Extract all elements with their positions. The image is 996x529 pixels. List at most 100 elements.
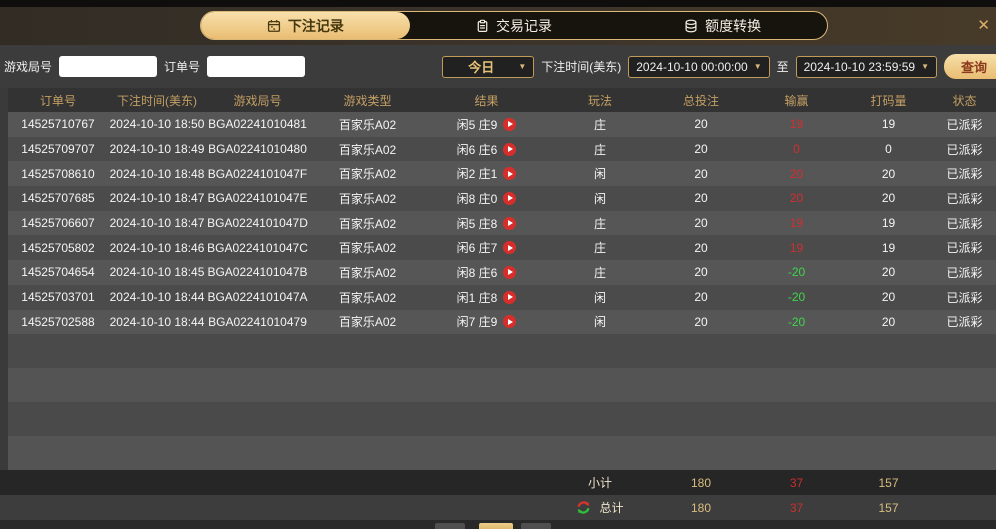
subtotal-win-loss: 37 [789, 475, 804, 490]
cell-turnover: 19 [881, 117, 896, 132]
result-text: 闲1 庄8 [456, 290, 498, 305]
empty-row [0, 334, 996, 369]
play-icon[interactable] [503, 117, 517, 131]
cell-result: 闲6 庄6 [426, 141, 547, 158]
play-icon[interactable] [503, 216, 517, 230]
start-time-select[interactable]: 2024-10-10 00:00:00 ▼ [628, 55, 770, 78]
cell-win-loss: -20 [787, 314, 806, 329]
to-label: 至 [776, 60, 789, 74]
table-row[interactable]: 14525707685 2024-10-10 18:47 BGA02241010… [0, 186, 996, 211]
cell-order-no: 14525708610 [21, 166, 95, 181]
cell-game-type: 百家乐A02 [338, 315, 397, 330]
pagination-button-partial[interactable] [521, 523, 551, 529]
cell-game-round: BGA02241010481 [208, 117, 307, 132]
cell-order-no: 14525705802 [21, 240, 95, 255]
table-body: 14525710767 2024-10-10 18:50 BGA02241010… [0, 112, 996, 470]
cell-win-loss: 0 [793, 142, 800, 157]
cell-total-bet: 20 [694, 314, 708, 329]
tab-transaction-records[interactable]: 交易记录 [410, 12, 619, 39]
cell-result: 闲8 庄6 [426, 264, 547, 281]
table-row[interactable]: 14525705802 2024-10-10 18:46 BGA02241010… [0, 235, 996, 261]
tab-betting-records[interactable]: 下注记录 [201, 12, 410, 39]
result-text: 闲7 庄9 [456, 315, 498, 330]
cell-status: 已派彩 [946, 216, 983, 231]
table-row[interactable]: 14525709707 2024-10-10 18:49 BGA02241010… [0, 136, 996, 162]
cell-result: 闲5 庄9 [426, 116, 547, 133]
cell-game-round: BGA0224101047A [207, 290, 308, 305]
cell-bet-time: 2024-10-10 18:49 [109, 142, 205, 157]
play-icon[interactable] [503, 241, 517, 255]
cell-result: 闲7 庄9 [426, 313, 547, 330]
cell-play: 庄 [593, 241, 606, 256]
filter-right-group: 今日 ▼ 下注时间(美东) 2024-10-10 00:00:00 ▼ 至 20… [442, 54, 996, 79]
result-text: 闲8 庄6 [456, 265, 498, 280]
table-row[interactable]: 14525706607 2024-10-10 18:47 BGA02241010… [0, 210, 996, 236]
cell-order-no: 14525702588 [21, 314, 95, 329]
cell-bet-time: 2024-10-10 18:47 [109, 191, 205, 206]
end-time-select[interactable]: 2024-10-10 23:59:59 ▼ [795, 55, 937, 78]
date-range-select[interactable]: 今日 ▼ [442, 55, 535, 78]
refresh-icon[interactable] [576, 500, 591, 515]
column-header-win-loss: 输赢 [784, 93, 809, 108]
cell-turnover: 20 [881, 314, 896, 329]
cell-play: 庄 [593, 216, 606, 231]
result-text: 闲8 庄0 [456, 191, 498, 206]
empty-row [0, 436, 996, 470]
filter-bar: 游戏局号 订单号 今日 ▼ 下注时间(美东) 2024-10-10 00:00:… [0, 45, 996, 88]
pagination-button-active-partial[interactable] [479, 523, 513, 529]
empty-row [0, 402, 996, 437]
play-icon[interactable] [503, 167, 517, 181]
table-scrollbar-track[interactable] [0, 88, 8, 470]
cell-total-bet: 20 [694, 240, 708, 255]
result-text: 闲6 庄7 [456, 241, 498, 256]
cell-win-loss: 19 [789, 117, 804, 132]
cell-play: 庄 [593, 117, 606, 132]
cell-play: 庄 [593, 142, 606, 157]
cell-order-no: 14525710767 [21, 117, 95, 132]
cell-total-bet: 20 [694, 142, 708, 157]
cell-bet-time: 2024-10-10 18:50 [109, 117, 205, 132]
game-round-input[interactable] [59, 56, 158, 77]
table-row[interactable]: 14525702588 2024-10-10 18:44 BGA02241010… [0, 309, 996, 335]
cell-game-type: 百家乐A02 [338, 216, 397, 231]
subtotal-label: 小计 [587, 476, 612, 490]
cell-status: 已派彩 [946, 191, 983, 206]
cell-turnover: 20 [881, 191, 896, 206]
cell-game-type: 百家乐A02 [338, 167, 397, 182]
play-icon[interactable] [503, 265, 517, 279]
chevron-down-icon: ▼ [921, 62, 929, 71]
game-round-label: 游戏局号 [4, 60, 53, 74]
close-icon[interactable]: ✕ [977, 17, 990, 34]
table-row[interactable]: 14525708610 2024-10-10 18:48 BGA02241010… [0, 161, 996, 187]
order-no-input[interactable] [207, 56, 306, 77]
subtotal-row: 小计 180 37 157 [0, 470, 996, 495]
pagination-button-partial[interactable] [435, 523, 465, 529]
play-icon[interactable] [503, 315, 517, 329]
column-header-game-round: 游戏局号 [233, 93, 282, 108]
table-row[interactable]: 14525704654 2024-10-10 18:45 BGA02241010… [0, 260, 996, 285]
cell-game-type: 百家乐A02 [338, 117, 397, 132]
play-icon[interactable] [503, 142, 517, 156]
table-row[interactable]: 14525703701 2024-10-10 18:44 BGA02241010… [0, 284, 996, 310]
cell-turnover: 19 [881, 240, 896, 255]
tab-bar: 下注记录 交易记录 额度转换 [200, 11, 828, 40]
cell-status: 已派彩 [946, 117, 983, 132]
cell-status: 已派彩 [946, 315, 983, 330]
play-icon[interactable] [503, 290, 517, 304]
play-icon[interactable] [503, 191, 517, 205]
chevron-down-icon: ▼ [518, 62, 527, 71]
cell-turnover: 0 [885, 142, 892, 157]
column-header-bet-time: 下注时间(美东) [117, 93, 197, 108]
cell-turnover: 20 [881, 290, 896, 305]
column-header-result: 结果 [474, 93, 499, 108]
tab-quota-transfer[interactable]: 额度转换 [618, 12, 827, 39]
cell-game-round: BGA0224101047F [207, 166, 308, 181]
cell-total-bet: 20 [694, 290, 708, 305]
table-row[interactable]: 14525710767 2024-10-10 18:50 BGA02241010… [0, 112, 996, 137]
total-total-bet: 180 [690, 500, 712, 515]
cell-total-bet: 20 [694, 265, 708, 280]
search-button[interactable]: 查询 [943, 54, 996, 79]
cell-result: 闲1 庄8 [426, 289, 547, 306]
cell-turnover: 20 [881, 166, 896, 181]
